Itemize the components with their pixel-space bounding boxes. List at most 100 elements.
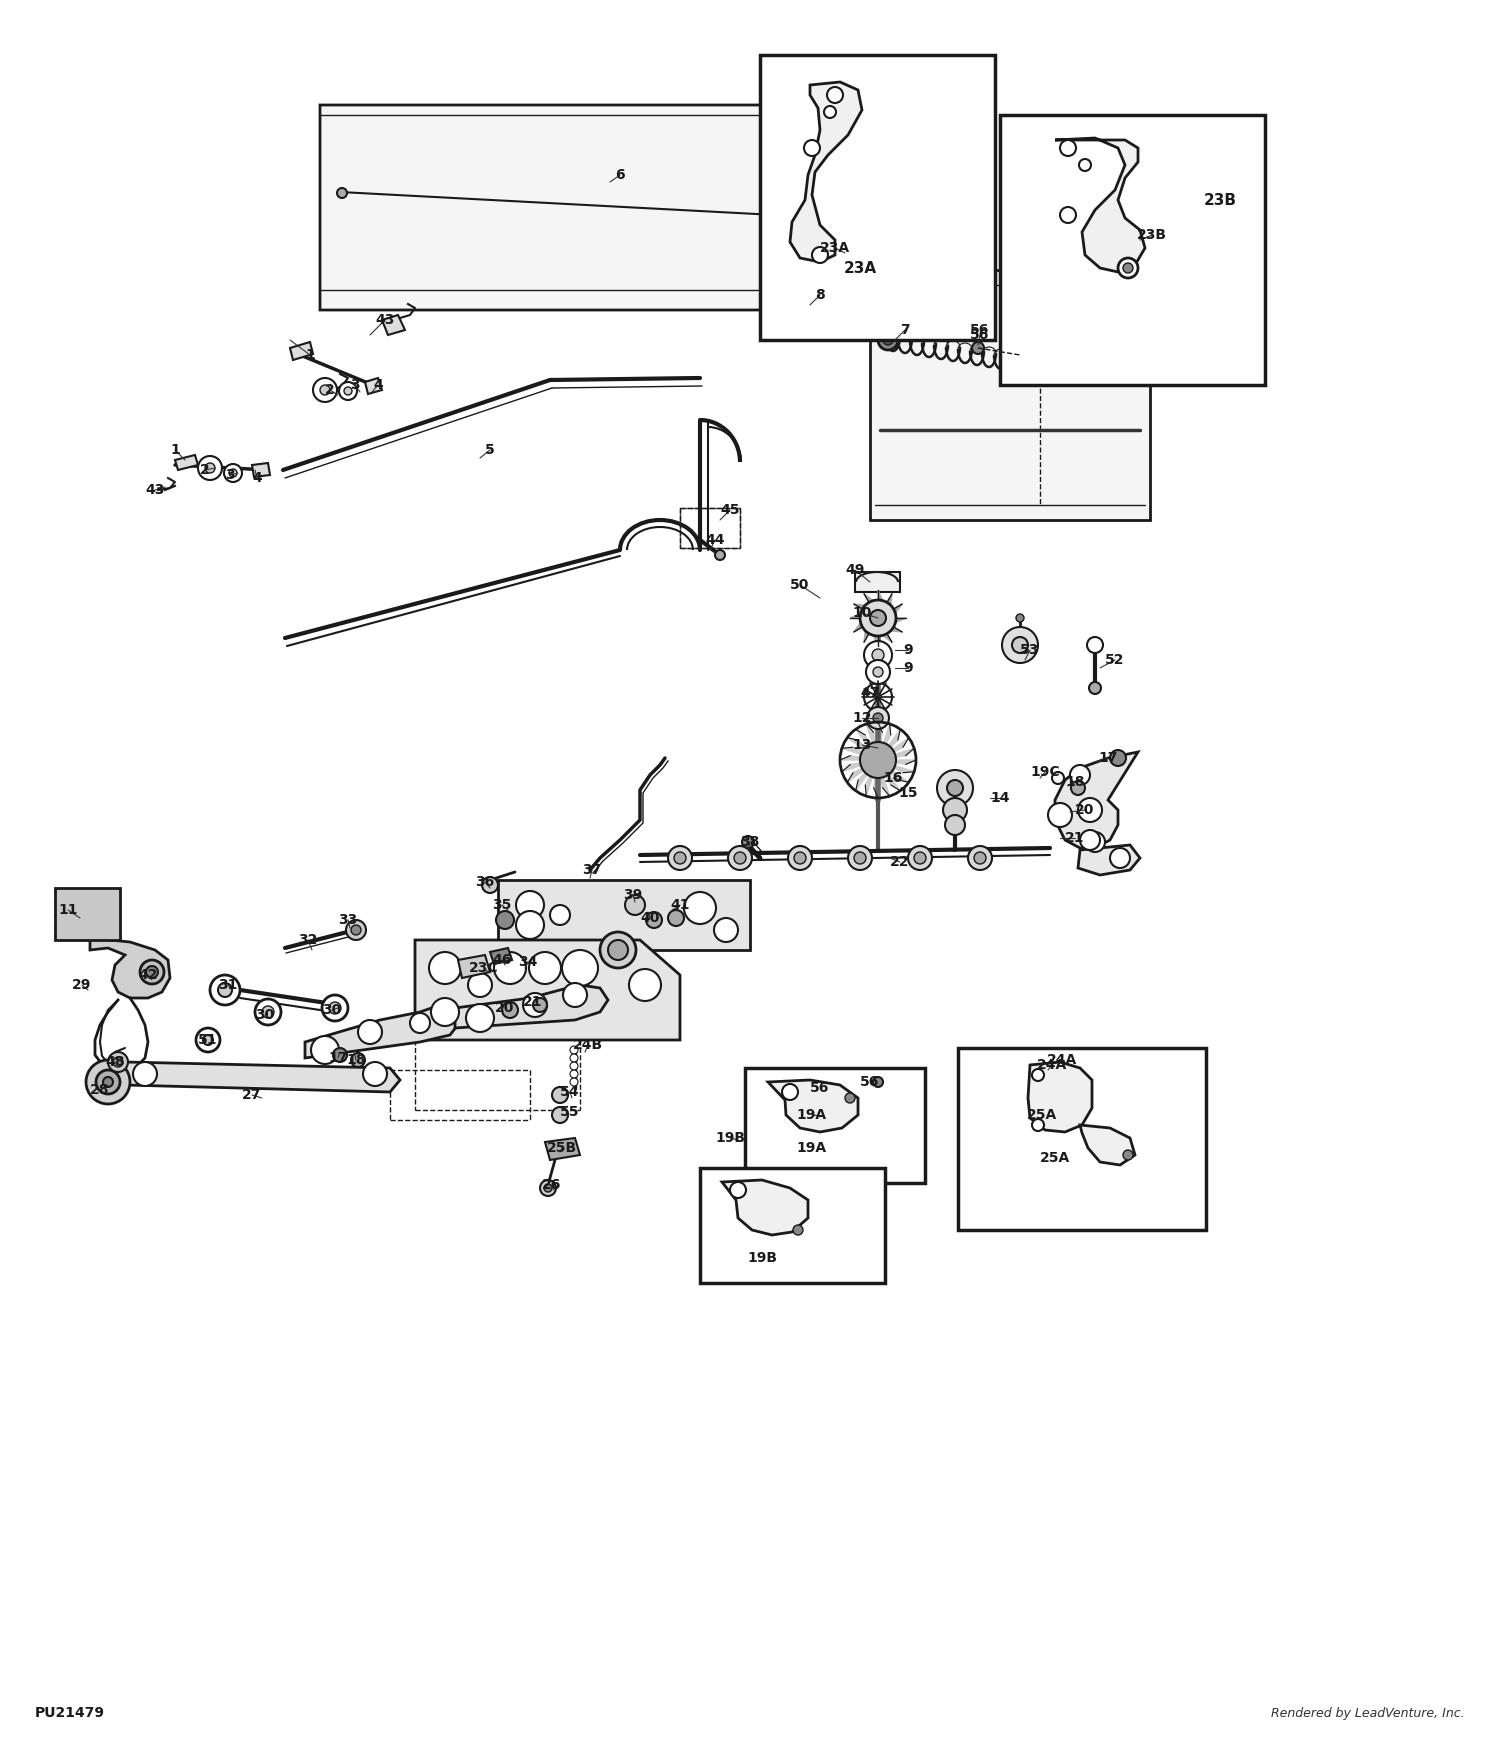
Circle shape [1088,637,1102,653]
Text: 12: 12 [852,710,871,724]
Circle shape [570,1046,578,1054]
Text: 24A: 24A [1036,1059,1066,1073]
Bar [680,507,740,548]
Circle shape [339,382,357,401]
Circle shape [430,997,459,1026]
Circle shape [878,331,898,350]
Circle shape [742,836,754,849]
Bar [700,1167,885,1283]
Circle shape [516,891,544,919]
Circle shape [1070,765,1090,786]
Text: 54: 54 [561,1085,579,1099]
Circle shape [873,1076,883,1087]
Circle shape [1124,262,1132,273]
Circle shape [524,992,548,1017]
Circle shape [871,649,883,662]
Polygon shape [878,730,900,760]
Text: 19A: 19A [796,1108,826,1122]
Text: 49: 49 [846,564,864,578]
Circle shape [859,600,895,635]
Text: 5: 5 [484,443,495,457]
Circle shape [1110,849,1130,868]
Text: 41: 41 [670,898,690,912]
Polygon shape [544,1138,580,1160]
Polygon shape [768,1080,858,1132]
Text: 3: 3 [225,467,236,481]
Polygon shape [176,455,198,471]
Circle shape [734,852,746,864]
Polygon shape [864,593,877,618]
Text: 16: 16 [884,772,903,786]
Circle shape [945,816,964,835]
Circle shape [794,852,806,864]
Circle shape [628,970,662,1001]
Bar [746,1068,926,1183]
Polygon shape [878,749,914,760]
Polygon shape [878,604,902,618]
Polygon shape [870,270,1150,520]
Polygon shape [873,760,877,798]
Circle shape [884,334,892,345]
Text: 50: 50 [790,578,810,592]
Text: 28: 28 [90,1083,110,1097]
Circle shape [328,1003,340,1013]
Circle shape [914,852,926,864]
Polygon shape [855,760,877,791]
Polygon shape [855,572,900,592]
Circle shape [600,933,636,968]
Polygon shape [855,730,877,760]
Text: 4: 4 [252,471,262,485]
Polygon shape [490,949,512,964]
Polygon shape [1054,752,1138,849]
Circle shape [363,1062,387,1087]
Circle shape [196,1027,220,1052]
Text: 14: 14 [990,791,1010,805]
Circle shape [1048,803,1072,828]
Circle shape [530,952,561,984]
Text: 11: 11 [58,903,78,917]
Text: 7: 7 [900,324,910,338]
Circle shape [968,845,992,870]
Circle shape [847,845,871,870]
Text: PU21479: PU21479 [34,1706,105,1720]
Circle shape [864,682,892,710]
Text: 13: 13 [852,738,871,752]
Text: 53: 53 [1020,642,1040,656]
Circle shape [853,852,865,864]
Circle shape [358,1020,382,1045]
Text: 22: 22 [891,856,909,870]
Bar [958,1048,1206,1230]
Circle shape [224,464,242,481]
Text: 23B: 23B [1137,228,1167,242]
Circle shape [714,919,738,942]
Circle shape [1013,637,1028,653]
Text: 19A: 19A [796,1141,826,1155]
Polygon shape [878,723,882,760]
Polygon shape [878,724,891,760]
Text: 56: 56 [970,327,990,341]
Circle shape [310,1036,339,1064]
Text: 51: 51 [198,1032,217,1046]
Text: 21: 21 [1065,831,1084,845]
Text: 44: 44 [705,534,724,548]
Circle shape [570,1078,578,1087]
Circle shape [532,997,548,1011]
Polygon shape [320,105,980,310]
Circle shape [202,1034,213,1045]
Circle shape [320,385,330,396]
Circle shape [351,926,361,934]
Polygon shape [847,760,877,782]
Circle shape [1060,140,1076,156]
Text: 33: 33 [339,914,357,928]
Circle shape [1060,206,1076,222]
Circle shape [1089,682,1101,695]
Bar [1000,116,1264,385]
Text: 8: 8 [815,289,825,303]
Polygon shape [878,760,914,774]
Text: 34: 34 [519,956,537,970]
Text: 45: 45 [720,502,740,516]
Polygon shape [304,1004,460,1059]
Polygon shape [290,341,314,360]
Circle shape [482,877,498,892]
Circle shape [570,1069,578,1078]
